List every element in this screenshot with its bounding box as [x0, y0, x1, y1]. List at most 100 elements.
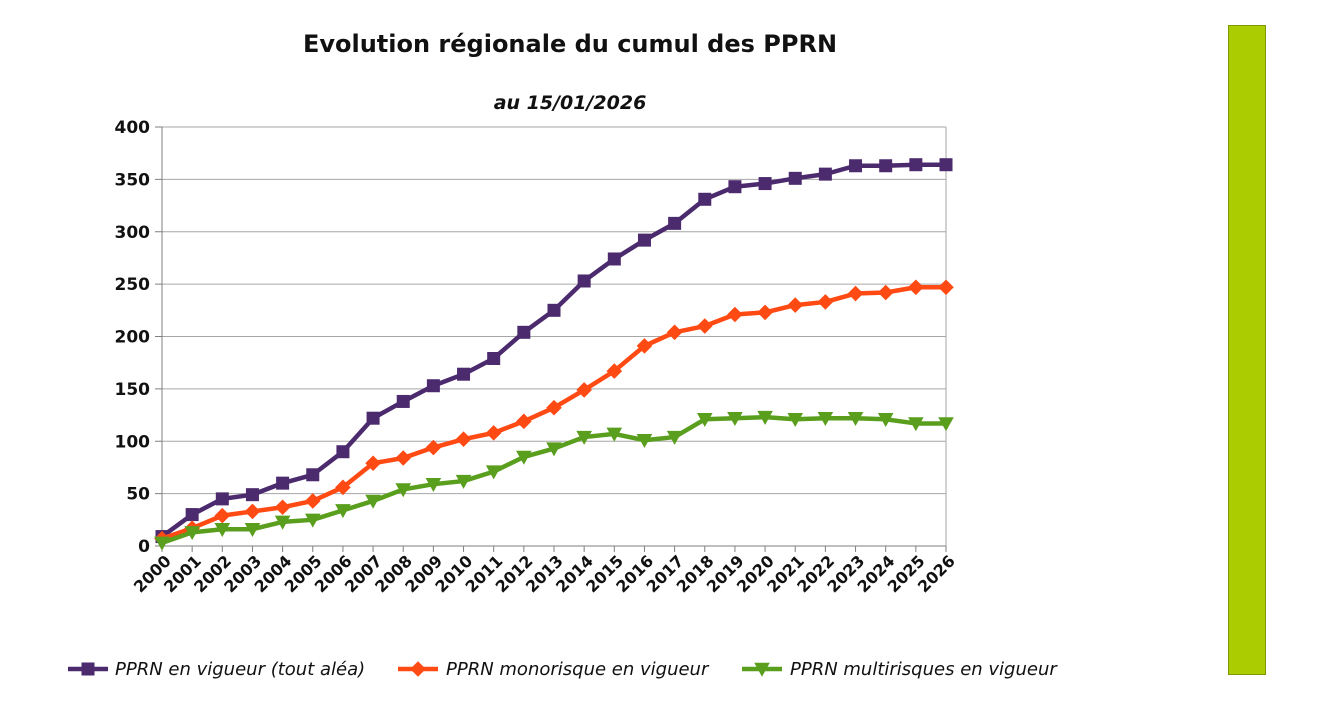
data-point	[304, 493, 321, 509]
data-point	[817, 411, 834, 427]
y-tick-label: 300	[115, 223, 151, 243]
data-point	[395, 483, 412, 498]
legend-marker	[81, 662, 95, 676]
data-point	[365, 455, 381, 472]
data-point	[276, 476, 290, 490]
legend-label: PPRN monorisque en vigueur	[446, 659, 710, 680]
data-point	[698, 192, 712, 206]
x-axis-ticks: 2000200120022003200420052006200720082009…	[130, 546, 959, 596]
data-point	[214, 523, 231, 538]
data-point	[547, 303, 561, 317]
data-point	[336, 445, 350, 459]
series-lines	[154, 158, 954, 551]
legend-item: PPRN multirisques en vigueur	[742, 659, 1058, 680]
data-point	[666, 430, 683, 445]
data-point	[457, 367, 471, 381]
legend-item: PPRN en vigueur (tout aléa)	[68, 659, 365, 680]
data-point	[877, 413, 894, 428]
y-tick-label: 250	[115, 275, 151, 295]
data-point	[637, 233, 651, 247]
data-point	[908, 417, 924, 432]
data-point	[879, 159, 893, 173]
data-point	[877, 284, 894, 301]
data-point	[244, 503, 261, 520]
data-point	[908, 279, 924, 296]
legend-item: PPRN monorisque en vigueur	[398, 659, 710, 680]
data-point	[847, 285, 864, 302]
y-tick-label: 400	[115, 118, 151, 138]
data-point	[396, 394, 410, 408]
data-point	[909, 158, 923, 172]
data-point	[728, 180, 742, 194]
y-tick-label: 150	[115, 380, 151, 400]
data-point	[426, 379, 440, 393]
data-point	[185, 508, 199, 522]
y-tick-label: 50	[126, 485, 150, 505]
data-point	[787, 413, 804, 428]
data-point	[938, 279, 954, 296]
data-point	[787, 297, 804, 313]
data-point	[425, 439, 442, 456]
series-1	[155, 158, 953, 544]
data-point	[696, 318, 713, 334]
data-point	[335, 479, 351, 496]
data-point	[668, 216, 682, 230]
chart-title: Evolution régionale du cumul des PPRN	[302, 30, 838, 58]
legend: PPRN en vigueur (tout aléa) PPRN monorisq…	[68, 659, 1058, 680]
y-tick-label: 350	[115, 170, 151, 190]
data-point	[517, 325, 531, 339]
data-point	[455, 474, 472, 489]
data-point	[849, 159, 863, 173]
data-point	[485, 425, 502, 441]
data-point	[304, 513, 321, 528]
data-point	[485, 465, 502, 480]
data-point	[215, 492, 229, 506]
data-point	[395, 450, 412, 466]
y-axis-ticks: 0 50 100 150 200 250 300 350 400	[115, 118, 162, 557]
data-point	[335, 504, 351, 519]
data-point	[455, 431, 472, 447]
data-point	[516, 413, 532, 430]
data-point	[757, 410, 773, 425]
data-point	[425, 477, 442, 492]
data-point	[607, 252, 621, 266]
data-point	[487, 351, 501, 365]
legend-marker	[410, 661, 426, 677]
data-point	[788, 171, 802, 185]
y-tick-label: 0	[138, 537, 150, 557]
data-point	[758, 177, 772, 191]
data-point	[817, 294, 834, 310]
series-3	[154, 410, 954, 551]
data-point	[274, 499, 291, 516]
data-point	[636, 338, 653, 354]
data-point	[577, 274, 591, 288]
data-point	[606, 363, 623, 379]
data-point	[546, 399, 562, 416]
data-point	[366, 411, 380, 425]
data-point	[727, 306, 743, 323]
chart-subtitle: au 15/01/2026	[493, 92, 647, 114]
data-point	[306, 468, 320, 482]
data-point	[154, 536, 170, 551]
data-point	[214, 507, 231, 524]
y-tick-label: 200	[115, 328, 151, 348]
data-point	[546, 442, 562, 457]
data-point	[184, 526, 200, 541]
data-point	[636, 433, 653, 449]
data-point	[576, 382, 592, 398]
data-point	[696, 413, 713, 428]
data-point	[245, 488, 259, 502]
y-tick-label: 100	[115, 432, 151, 452]
data-point	[847, 411, 864, 427]
data-point	[939, 158, 953, 172]
decorative-side-bar	[1228, 25, 1266, 675]
data-point	[818, 167, 832, 181]
legend-label: PPRN en vigueur (tout aléa)	[115, 659, 365, 680]
data-point	[757, 304, 773, 321]
data-point	[938, 417, 954, 432]
data-point	[576, 430, 592, 445]
data-point	[365, 494, 381, 509]
data-point	[274, 515, 291, 530]
series-2	[154, 279, 954, 547]
